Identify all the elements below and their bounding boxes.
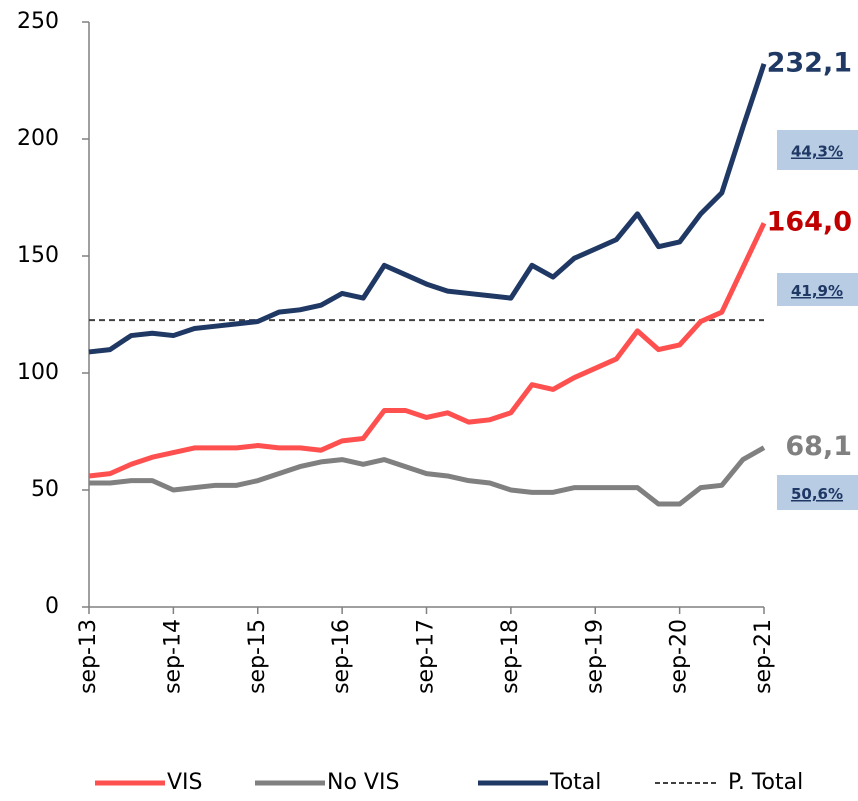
y-tick-label: 250 (17, 9, 59, 34)
annotation-text: 41,9% (791, 282, 843, 300)
end-label: 68,1 (785, 431, 852, 462)
x-tick-label: sep-20 (667, 619, 692, 694)
annotation-box (777, 273, 858, 306)
y-tick-label: 150 (17, 243, 59, 268)
end-label: 164,0 (767, 207, 852, 238)
x-tick-label: sep-14 (160, 619, 185, 694)
y-tick-label: 50 (31, 477, 59, 502)
annotation-box (777, 475, 858, 510)
x-tick-label: sep-16 (329, 619, 354, 694)
annotation-text: 50,6% (791, 485, 843, 503)
legend-label: VIS (167, 770, 203, 795)
end-label: 232,1 (767, 47, 852, 78)
y-tick-label: 100 (17, 360, 59, 385)
x-tick-label: sep-19 (582, 619, 607, 694)
x-tick-label: sep-17 (414, 619, 439, 694)
series-line (88, 222, 767, 479)
series-line (88, 63, 767, 355)
legend-label: No VIS (327, 770, 399, 795)
annotation-box (777, 130, 858, 170)
x-tick-label: sep-18 (498, 619, 523, 694)
x-tick-label: sep-15 (245, 619, 270, 694)
x-tick-label: sep-13 (76, 619, 101, 694)
annotation-text: 44,3% (791, 143, 843, 161)
legend-label: Total (549, 770, 601, 795)
x-tick-label: sep-21 (751, 619, 776, 694)
legend-label: P. Total (728, 770, 803, 795)
y-tick-label: 0 (45, 594, 59, 619)
y-tick-label: 200 (17, 126, 59, 151)
series-line (89, 445, 766, 507)
